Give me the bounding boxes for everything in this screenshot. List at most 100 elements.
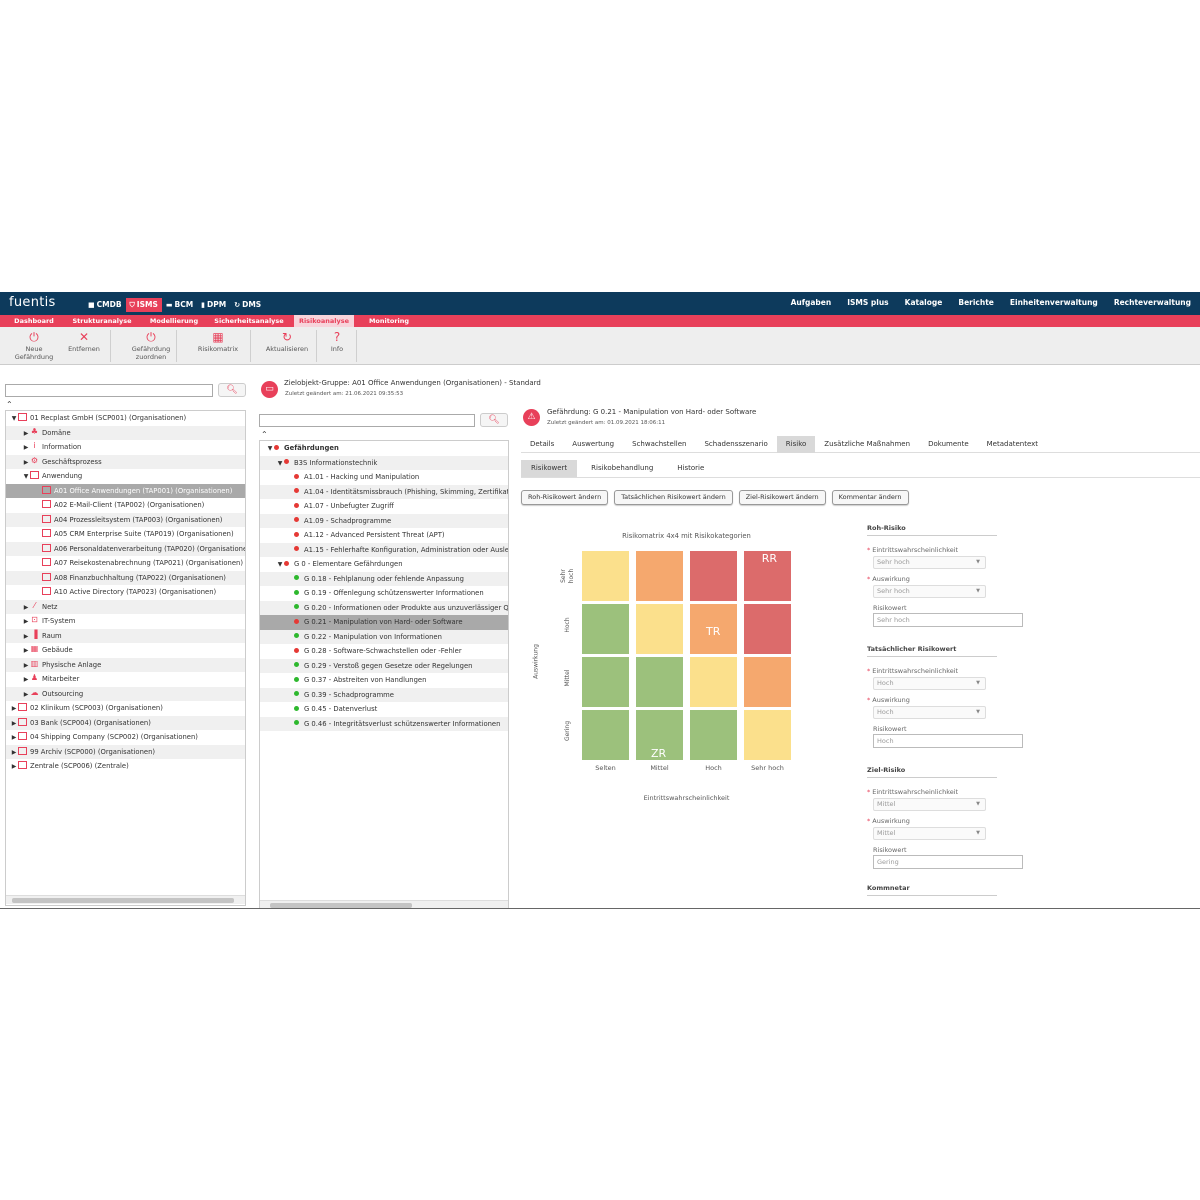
matrix-cell[interactable]: TR — [690, 604, 737, 654]
structure-search-button[interactable]: 🔍︎ — [218, 383, 246, 397]
action-button-0[interactable]: Roh-Risikowert ändern — [521, 490, 609, 505]
threat-tree-scrollbar[interactable] — [260, 900, 508, 908]
subnav-modellierung[interactable]: Modellierung — [149, 317, 199, 325]
tree-row[interactable]: ▶ ♟ Mitarbeiter — [6, 672, 245, 687]
risk-value-field[interactable]: Gering — [873, 855, 1023, 869]
tree-row[interactable]: A07 Reisekostenabrechnung (TAP021) (Orga… — [6, 556, 245, 571]
risk-value-field[interactable]: Sehr hoch — [873, 613, 1023, 627]
threat-row[interactable]: G 0.37 - Abstreiten von Handlungen — [260, 673, 508, 688]
threat-row[interactable]: A1.09 - Schadprogramme — [260, 513, 508, 528]
threat-search-input[interactable] — [259, 414, 475, 427]
toolbar-button-gefährdung[interactable]: ⏻ Gefährdung zuordnen — [122, 330, 180, 361]
module-isms[interactable]: ⛉ ISMS — [125, 298, 162, 312]
threat-row[interactable]: G 0.21 - Manipulation von Hard- oder Sof… — [260, 615, 508, 630]
threat-row[interactable]: G 0.46 - Integritätsverlust schützenswer… — [260, 716, 508, 731]
toolbar-button-info[interactable]: ? Info — [322, 330, 352, 353]
menu-einheitenverwaltung[interactable]: Einheitenverwaltung — [1009, 298, 1098, 307]
matrix-cell[interactable] — [582, 657, 629, 707]
tab-dokumente[interactable]: Dokumente — [928, 440, 969, 448]
threat-row[interactable]: ▼ G 0 - Elementare Gefährdungen — [260, 557, 508, 572]
tree-row[interactable]: ▶ ♣ Domäne — [6, 425, 245, 440]
collapse-arrow-icon[interactable]: ▶ — [23, 632, 29, 640]
matrix-cell[interactable] — [744, 710, 791, 760]
matrix-cell[interactable] — [744, 657, 791, 707]
threat-row[interactable]: G 0.45 - Datenverlust — [260, 702, 508, 717]
tree-row[interactable]: A02 E-Mail-Client (TAP002) (Organisation… — [6, 498, 245, 513]
impact-select[interactable]: Mittel ▼ — [873, 827, 986, 840]
tree-row[interactable]: ▶ 02 Klinikum (SCP003) (Organisationen) — [6, 701, 245, 716]
threat-row[interactable]: A1.12 - Advanced Persistent Threat (APT) — [260, 528, 508, 543]
collapse-arrow-icon[interactable]: ▶ — [11, 763, 17, 770]
toolbar-button-aktualisieren[interactable]: ↻ Aktualisieren — [258, 330, 316, 353]
expand-arrow-icon[interactable]: ▼ — [277, 459, 283, 467]
probability-select[interactable]: Hoch ▼ — [873, 677, 986, 690]
collapse-arrow-icon[interactable]: ▶ — [23, 676, 29, 683]
collapse-arrow-icon[interactable]: ▶ — [11, 719, 17, 727]
threat-row[interactable]: G 0.22 - Manipulation von Informationen — [260, 629, 508, 644]
collapse-arrow-icon[interactable]: ▶ — [23, 458, 29, 466]
tree-row[interactable]: A10 Active Directory (TAP023) (Organisat… — [6, 585, 245, 600]
subnav-monitoring[interactable]: Monitoring — [368, 317, 410, 325]
threat-row[interactable]: ▼ Gefährdungen — [260, 441, 508, 456]
tree-row[interactable]: ▶ ⁄ Netz — [6, 599, 245, 614]
tree-row[interactable]: ▶ ⚙ Geschäftsprozess — [6, 454, 245, 469]
tree-row[interactable]: A04 Prozessleitsystem (TAP003) (Organisa… — [6, 512, 245, 527]
tree-row[interactable]: A01 Office Anwendungen (TAP001) (Organis… — [6, 483, 245, 498]
structure-search-input[interactable] — [5, 384, 213, 397]
subtab-risikowert[interactable]: Risikowert — [521, 460, 578, 477]
collapse-arrow-icon[interactable]: ▶ — [23, 429, 29, 437]
matrix-cell[interactable] — [690, 551, 737, 601]
expand-arrow-icon[interactable]: ▼ — [267, 445, 273, 452]
tree-row[interactable]: ▶ ⊡ IT-System — [6, 614, 245, 629]
subnav-risikoanalyse[interactable]: Risikoanalyse — [294, 315, 354, 327]
module-bcm[interactable]: ▬ BCM — [162, 298, 197, 312]
toolbar-button-risikomatrix[interactable]: ▦ Risikomatrix — [190, 330, 246, 353]
threat-row[interactable]: G 0.19 - Offenlegung schützenswerter Inf… — [260, 586, 508, 601]
matrix-cell[interactable]: ZR — [636, 710, 683, 760]
tree-row[interactable]: A05 CRM Enterprise Suite (TAP019) (Organ… — [6, 527, 245, 542]
threat-search-button[interactable]: 🔍︎ — [480, 413, 508, 427]
tree-row[interactable]: ▶ ☁ Outsourcing — [6, 686, 245, 701]
threat-row[interactable]: A1.07 - Unbefugter Zugriff — [260, 499, 508, 514]
tree-row[interactable]: ▶ ▦ Gebäude — [6, 643, 245, 658]
matrix-cell[interactable] — [636, 604, 683, 654]
matrix-cell[interactable] — [690, 710, 737, 760]
tree-row[interactable]: ▼ 01 Recplast GmbH (SCP001) (Organisation… — [6, 411, 245, 426]
probability-select[interactable]: Sehr hoch ▼ — [873, 556, 986, 569]
threat-row[interactable]: ▼ B3S Informationstechnik — [260, 455, 508, 470]
tree-row[interactable]: A08 Finanzbuchhaltung (TAP022) (Organisa… — [6, 570, 245, 585]
threat-row[interactable]: A1.01 - Hacking und Manipulation — [260, 470, 508, 485]
toolbar-button-entfernen[interactable]: ✕ Entfernen — [62, 330, 106, 353]
collapse-arrow-icon[interactable]: ▶ — [11, 705, 17, 712]
tree-row[interactable]: ▶ 04 Shipping Company (SCP002) (Organisat… — [6, 730, 245, 745]
matrix-cell[interactable] — [744, 604, 791, 654]
module-dms[interactable]: ↻ DMS — [230, 298, 265, 312]
collapse-arrow-icon[interactable]: ▶ — [23, 618, 29, 625]
threat-row[interactable]: A1.15 - Fehlerhafte Konfiguration, Admin… — [260, 542, 508, 557]
structure-tree-scrollbar[interactable] — [6, 895, 245, 904]
threat-row[interactable]: G 0.29 - Verstoß gegen Gesetze oder Rege… — [260, 658, 508, 673]
collapse-arrow-icon[interactable]: ▶ — [23, 690, 29, 698]
tab-schadensszenario[interactable]: Schadensszenario — [704, 440, 768, 448]
expand-arrow-icon[interactable]: ▼ — [11, 415, 17, 422]
probability-select[interactable]: Mittel ▼ — [873, 798, 986, 811]
matrix-cell[interactable]: RR — [744, 551, 791, 601]
tab-auswertung[interactable]: Auswertung — [572, 440, 615, 448]
menu-rechteverwaltung[interactable]: Rechteverwaltung — [1113, 298, 1191, 307]
expand-arrow-icon[interactable]: ▼ — [23, 473, 29, 480]
tree-row[interactable]: ▼ Anwendung — [6, 469, 245, 484]
collapse-arrow-icon[interactable]: ▶ — [11, 748, 17, 756]
collapse-all-icon[interactable]: ⌃ — [6, 400, 13, 409]
scroll-thumb[interactable] — [270, 903, 412, 908]
collapse-arrow-icon[interactable]: ▶ — [23, 647, 29, 654]
collapse-all-icon[interactable]: ⌃ — [261, 430, 268, 439]
toolbar-button-neue[interactable]: ⏻ Neue Gefährdung — [8, 330, 60, 361]
threat-row[interactable]: A1.04 - Identitätsmissbrauch (Phishing, … — [260, 484, 508, 499]
module-dpm[interactable]: ▮ DPM — [197, 298, 230, 312]
subnav-sicherheitsanalyse[interactable]: Sicherheitsanalyse — [214, 317, 284, 325]
tree-row[interactable]: ▶ ▥ Physische Anlage — [6, 657, 245, 672]
action-button-1[interactable]: Tatsächlichen Risikowert ändern — [614, 490, 733, 505]
matrix-cell[interactable] — [582, 604, 629, 654]
matrix-cell[interactable] — [690, 657, 737, 707]
tree-row[interactable]: A06 Personaldatenverarbeitung (TAP020) (… — [6, 541, 245, 556]
